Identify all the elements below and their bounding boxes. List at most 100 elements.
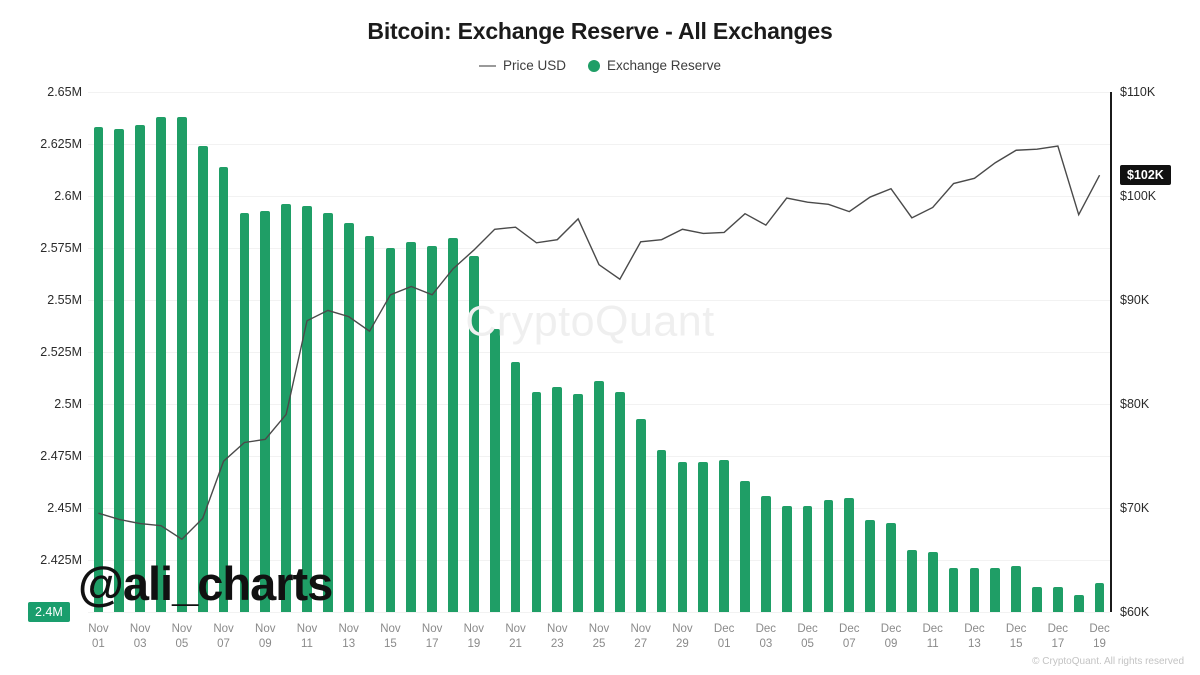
- bar[interactable]: [302, 206, 312, 612]
- bar[interactable]: [552, 387, 563, 612]
- bar[interactable]: [364, 235, 375, 612]
- y-axis-left-tick-label: 2.625M: [40, 137, 82, 151]
- bar[interactable]: [1094, 582, 1105, 612]
- y-axis-left-tick-label: 2.6M: [54, 189, 82, 203]
- bar[interactable]: [677, 462, 688, 612]
- bar[interactable]: [906, 549, 917, 612]
- y-axis-right-tick-label: $90K: [1120, 293, 1150, 307]
- y-axis-left-tick-label: 2.525M: [40, 345, 82, 359]
- bar[interactable]: [823, 499, 834, 612]
- bar[interactable]: [614, 391, 625, 612]
- x-axis-tick-day: 05: [175, 637, 189, 650]
- bar[interactable]: [927, 551, 938, 612]
- bar[interactable]: [656, 449, 667, 612]
- price-line-path: [98, 145, 1101, 541]
- x-axis-tick-month: Dec: [839, 623, 860, 635]
- bar[interactable]: [281, 204, 292, 612]
- bar[interactable]: [1011, 566, 1022, 612]
- bar[interactable]: [844, 497, 855, 612]
- x-axis-tick-label: Nov 19: [454, 622, 494, 651]
- x-axis-tick-day: 11: [926, 637, 939, 650]
- bar[interactable]: [760, 495, 771, 612]
- x-axis-tick-month: Nov: [129, 623, 151, 635]
- x-axis-tick-day: 15: [384, 637, 397, 650]
- bar[interactable]: [948, 568, 959, 612]
- x-axis-tick-month: Nov: [255, 623, 276, 635]
- x-axis-tick-label: Nov 05: [162, 622, 202, 651]
- x-axis-tick-day: 13: [968, 637, 981, 650]
- x-axis-tick-month: Nov: [171, 623, 193, 635]
- bar[interactable]: [239, 212, 250, 612]
- bar[interactable]: [969, 568, 980, 612]
- bar[interactable]: [865, 520, 876, 612]
- x-axis-tick-label: Nov 15: [370, 622, 410, 651]
- x-axis-tick-month: Nov: [88, 623, 109, 635]
- bar[interactable]: [698, 462, 709, 612]
- y-axis-right-line: [1110, 92, 1112, 612]
- x-axis-tick-day: 03: [759, 637, 773, 650]
- y-axis-left-tick-label: 2.475M: [40, 449, 82, 463]
- x-axis-tick-month: Nov: [672, 623, 693, 635]
- line-marker-icon: [478, 64, 496, 67]
- x-axis-tick-day: 21: [509, 637, 522, 650]
- bar[interactable]: [510, 362, 521, 612]
- x-axis-tick-label: Nov 09: [245, 622, 285, 651]
- bar[interactable]: [448, 237, 458, 612]
- bar[interactable]: [781, 505, 792, 612]
- gridline: [88, 248, 1110, 249]
- bar[interactable]: [343, 223, 354, 612]
- bar[interactable]: [573, 393, 584, 612]
- bar[interactable]: [1032, 587, 1042, 612]
- y-axis-left-highlight-badge: 2.4M: [28, 602, 70, 622]
- x-axis-tick-month: Nov: [588, 623, 610, 635]
- x-axis-tick-month: Nov: [421, 623, 443, 635]
- x-axis-tick-month: Dec: [1089, 623, 1110, 635]
- y-axis-left-tick-label: 2.425M: [40, 553, 82, 567]
- bar[interactable]: [385, 248, 396, 612]
- bar[interactable]: [1052, 587, 1063, 612]
- y-axis-right-tick-label: $60K: [1120, 605, 1150, 619]
- x-axis-tick-day: 19: [1093, 637, 1106, 650]
- x-axis-tick-label: Nov 01: [78, 622, 118, 651]
- x-axis-tick-day: 13: [342, 637, 356, 650]
- x-axis-tick-label: Dec 07: [829, 622, 869, 651]
- x-axis-tick-label: Nov 27: [621, 622, 661, 651]
- bar[interactable]: [93, 127, 104, 612]
- bar[interactable]: [802, 505, 813, 612]
- bar[interactable]: [594, 381, 604, 612]
- legend-item-price-usd[interactable]: Price USD: [478, 58, 566, 73]
- bar[interactable]: [531, 391, 542, 612]
- bar[interactable]: [1073, 595, 1084, 612]
- bar[interactable]: [489, 329, 500, 612]
- bar[interactable]: [886, 522, 896, 612]
- x-axis-tick-label: Dec 03: [746, 622, 786, 651]
- x-axis-tick-month: Dec: [1005, 623, 1027, 635]
- y-axis-right-tick-label: $100K: [1120, 189, 1157, 203]
- page-title: Bitcoin: Exchange Reserve - All Exchange…: [367, 18, 833, 44]
- bar[interactable]: [260, 210, 271, 612]
- bar[interactable]: [990, 568, 1001, 612]
- bar[interactable]: [218, 166, 229, 612]
- bar[interactable]: [635, 418, 646, 612]
- bar[interactable]: [197, 146, 208, 612]
- x-axis-tick-day: 29: [676, 637, 689, 650]
- x-axis-tick-month: Nov: [505, 623, 526, 635]
- bar[interactable]: [156, 116, 166, 612]
- bar[interactable]: [406, 241, 417, 612]
- bar[interactable]: [322, 212, 333, 612]
- bar[interactable]: [468, 256, 479, 612]
- y-axis-right-tick-label: $110K: [1120, 85, 1156, 99]
- x-axis-tick-label: Nov 21: [496, 622, 536, 651]
- bar[interactable]: [135, 125, 146, 612]
- y-axis-left-tick-label: 2.65M: [47, 85, 82, 99]
- legend-item-exchange-reserve[interactable]: Exchange Reserve: [587, 58, 721, 73]
- x-axis-tick-label: Dec 13: [954, 622, 994, 651]
- x-axis-tick-day: 09: [884, 637, 898, 650]
- bar[interactable]: [176, 116, 187, 612]
- x-axis-tick-month: Dec: [755, 623, 777, 635]
- bar[interactable]: [740, 480, 750, 612]
- bar[interactable]: [427, 245, 438, 612]
- bar[interactable]: [719, 460, 730, 612]
- x-axis-tick-month: Nov: [630, 623, 651, 635]
- bar[interactable]: [114, 129, 125, 612]
